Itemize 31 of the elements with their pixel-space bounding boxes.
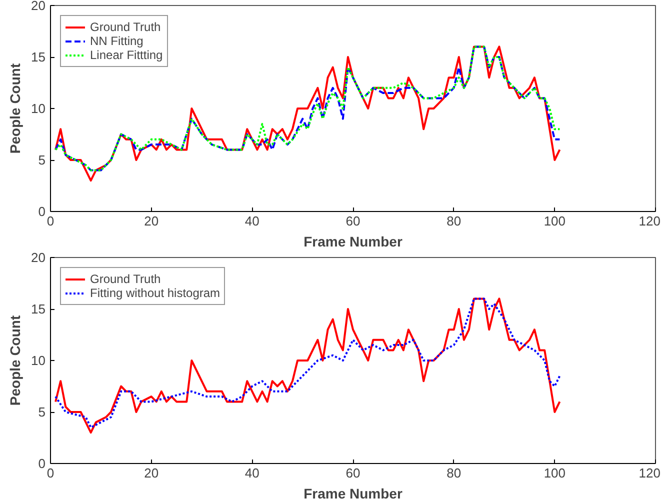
x-tick-label: 40 [244,214,260,228]
legend-label: Linear Fittting [90,48,163,62]
y-tick-label: 5 [38,152,46,168]
y-tick-label: 5 [38,404,46,420]
legend-label: Ground Truth [90,20,161,34]
y-axis-title: People Count [7,315,24,406]
x-tick-label: 80 [446,466,462,480]
y-tick-label: 15 [31,302,46,316]
x-tick-label: 20 [144,214,159,228]
x-tick-label: 100 [544,214,566,228]
y-tick-label: 20 [31,250,46,265]
x-tick-label: 60 [346,466,360,480]
x-tick-label: 80 [446,214,462,228]
x-tick-label: 120 [638,466,661,480]
x-tick-label: 20 [144,466,159,480]
legend-label: NN Fitting [90,34,144,48]
y-tick-label: 15 [31,50,46,64]
legend-label: Fitting without histogram [90,286,220,300]
y-tick-label: 20 [31,0,46,13]
y-tick-label: 0 [38,204,46,219]
x-tick-label: 120 [638,214,661,228]
y-tick-label: 0 [38,456,46,471]
y-tick-label: 10 [31,353,46,368]
x-axis-title: Frame Number [304,486,403,502]
x-axis-title: Frame Number [304,234,403,250]
y-tick-label: 10 [31,101,46,116]
x-tick-label: 100 [544,466,566,480]
x-tick-label: 60 [346,214,360,228]
x-tick-label: 40 [244,466,260,480]
y-axis-title: People Count [7,63,24,154]
legend-label: Ground Truth [90,272,161,286]
